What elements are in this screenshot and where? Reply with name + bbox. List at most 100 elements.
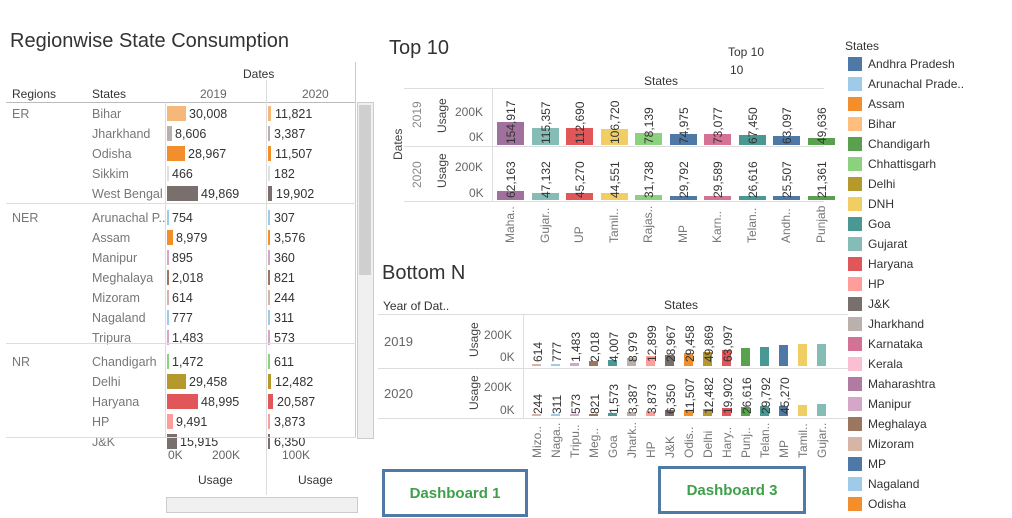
usage-bar-2020[interactable] xyxy=(268,374,271,389)
bottomn-bar-2019[interactable] xyxy=(665,354,674,366)
bottomn-bar-2019[interactable] xyxy=(570,362,579,366)
usage-bar-2020[interactable] xyxy=(268,186,272,201)
legend-item[interactable]: Jharkhand xyxy=(848,314,924,334)
legend-item[interactable]: Meghalaya xyxy=(848,414,927,434)
usage-bar-2019[interactable] xyxy=(167,126,172,141)
legend-item[interactable]: Gujarat xyxy=(848,234,907,254)
top10-bar-2019[interactable] xyxy=(635,133,662,145)
bottomn-bar-2020[interactable] xyxy=(798,404,807,416)
usage-bar-2019[interactable] xyxy=(167,414,173,429)
bottomn-bar-2020[interactable] xyxy=(703,408,712,416)
usage-bar-2019[interactable] xyxy=(167,230,173,245)
bottomn-bar-2020[interactable] xyxy=(551,414,560,416)
usage-bar-2019[interactable] xyxy=(167,290,169,305)
top10-bar-2020[interactable] xyxy=(531,193,559,200)
usage-bar-2020[interactable] xyxy=(268,106,271,121)
bottomn-bar-2020[interactable] xyxy=(589,413,598,416)
usage-bar-2020[interactable] xyxy=(268,394,273,409)
usage-bar-2019[interactable] xyxy=(167,434,177,449)
bottomn-bar-2019[interactable] xyxy=(817,344,826,366)
bottomn-bar-2020[interactable] xyxy=(646,411,655,416)
usage-bar-2020[interactable] xyxy=(268,414,270,429)
legend-item[interactable]: Haryana xyxy=(848,254,913,274)
legend-item[interactable]: Delhi xyxy=(848,174,895,194)
vertical-scrollbar[interactable] xyxy=(357,102,374,439)
top10-bar-2020[interactable] xyxy=(566,193,593,200)
bottomn-bar-2019[interactable] xyxy=(798,344,807,366)
bottomn-bar-2020[interactable] xyxy=(760,406,769,416)
usage-bar-2020[interactable] xyxy=(268,330,270,345)
usage-bar-2019[interactable] xyxy=(167,106,186,121)
legend-item[interactable]: Bihar xyxy=(848,114,896,134)
usage-bar-2019[interactable] xyxy=(167,310,169,325)
bottomn-bar-2019[interactable] xyxy=(532,364,541,366)
bottomn-bar-2020[interactable] xyxy=(817,404,826,416)
bottomn-bar-2019[interactable] xyxy=(722,350,731,366)
usage-bar-2019[interactable] xyxy=(167,394,198,409)
bottomn-bar-2019[interactable] xyxy=(741,348,750,366)
top10-bar-2019[interactable] xyxy=(807,138,835,145)
legend-item[interactable]: Goa xyxy=(848,214,891,234)
top10-filter-value[interactable]: 10 xyxy=(730,63,744,77)
legend-item[interactable]: Mizoram xyxy=(848,434,914,454)
usage-bar-2020[interactable] xyxy=(268,290,270,305)
legend-item[interactable]: Maharashtra xyxy=(848,374,935,394)
bottomn-bar-2019[interactable] xyxy=(684,353,693,366)
usage-bar-2020[interactable] xyxy=(268,434,270,449)
bottomn-bar-2020[interactable] xyxy=(779,405,788,416)
vertical-scrollbar-thumb[interactable] xyxy=(359,105,371,275)
bottomn-bar-2019[interactable] xyxy=(760,346,769,366)
usage-bar-2020[interactable] xyxy=(268,270,270,285)
legend-item[interactable]: Arunachal Prade.. xyxy=(848,74,964,94)
top10-bar-2019[interactable] xyxy=(738,135,766,145)
legend-item[interactable]: HP xyxy=(848,274,885,294)
bottomn-bar-2019[interactable] xyxy=(646,356,655,366)
top10-bar-2019[interactable] xyxy=(531,128,559,145)
legend-item[interactable]: Kerala xyxy=(848,354,903,374)
usage-bar-2019[interactable] xyxy=(167,374,186,389)
dashboard-3-button[interactable]: Dashboard 3 xyxy=(658,466,806,514)
bottomn-bar-2019[interactable] xyxy=(608,359,617,366)
usage-bar-2020[interactable] xyxy=(268,250,270,265)
usage-bar-2020[interactable] xyxy=(268,166,270,181)
usage-bar-2019[interactable] xyxy=(167,330,169,345)
bottomn-bar-2019[interactable] xyxy=(551,364,560,366)
bottomn-bar-2020[interactable] xyxy=(608,412,617,416)
bottomn-bar-2020[interactable] xyxy=(684,409,693,416)
bottomn-bar-2020[interactable] xyxy=(741,407,750,416)
usage-bar-2020[interactable] xyxy=(268,146,271,161)
usage-bar-2020[interactable] xyxy=(268,354,270,369)
usage-bar-2019[interactable] xyxy=(167,186,198,201)
usage-bar-2019[interactable] xyxy=(167,250,169,265)
bottomn-bar-2019[interactable] xyxy=(703,351,712,366)
top10-bar-2020[interactable] xyxy=(635,195,662,200)
legend-item[interactable]: Andhra Pradesh xyxy=(848,54,955,74)
top10-bar-2020[interactable] xyxy=(704,196,731,200)
legend-item[interactable]: Nagaland xyxy=(848,474,919,494)
usage-bar-2020[interactable] xyxy=(268,310,270,325)
top10-bar-2020[interactable] xyxy=(669,196,697,200)
legend-item[interactable]: Chhattisgarh xyxy=(848,154,936,174)
usage-bar-2020[interactable] xyxy=(268,230,270,245)
legend-item[interactable]: MP xyxy=(848,454,886,474)
bottomn-bar-2020[interactable] xyxy=(665,410,674,416)
dashboard-1-button[interactable]: Dashboard 1 xyxy=(382,469,528,517)
top10-bar-2020[interactable] xyxy=(497,191,524,200)
usage-bar-2019[interactable] xyxy=(167,270,169,285)
usage-bar-2019[interactable] xyxy=(167,146,185,161)
usage-bar-2019[interactable] xyxy=(167,354,169,369)
top10-bar-2020[interactable] xyxy=(600,193,628,200)
top10-bar-2020[interactable] xyxy=(738,196,766,200)
top10-bar-2019[interactable] xyxy=(566,128,593,145)
top10-bar-2019[interactable] xyxy=(497,122,524,145)
usage-bar-2020[interactable] xyxy=(268,126,270,141)
legend-item[interactable]: J&K xyxy=(848,294,890,314)
top10-bar-2019[interactable] xyxy=(704,134,731,145)
usage-bar-2020[interactable] xyxy=(268,210,270,225)
bottomn-bar-2019[interactable] xyxy=(779,345,788,366)
legend-item[interactable]: Manipur xyxy=(848,394,911,414)
legend-item[interactable]: Assam xyxy=(848,94,905,114)
horizontal-scrollbar[interactable] xyxy=(166,497,358,513)
bottomn-bar-2019[interactable] xyxy=(627,358,636,366)
legend-item[interactable]: DNH xyxy=(848,194,894,214)
